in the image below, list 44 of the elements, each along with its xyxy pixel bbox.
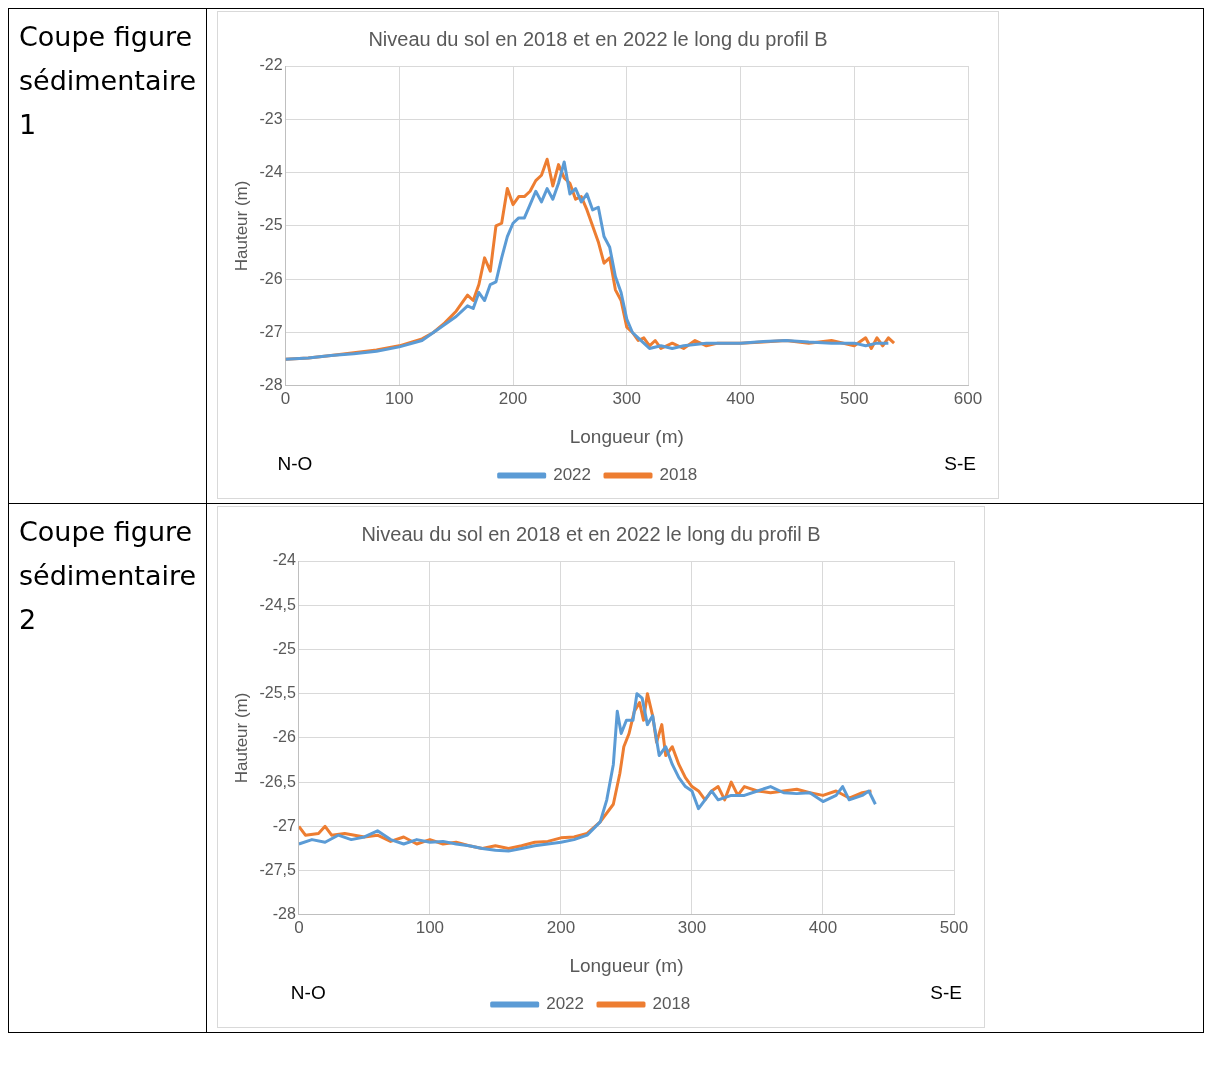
x-tick-label: 400 <box>726 388 755 408</box>
chart-title: Niveau du sol en 2018 et en 2022 le long du profil B <box>361 522 821 545</box>
text: S-E <box>930 981 962 1003</box>
text: Coupe figure sédimentaire 1 <box>8 8 207 504</box>
x-axis-title: Longueur (m) <box>569 954 684 976</box>
y-axis-title: Hauteur (m) <box>231 180 251 272</box>
x-tick-label: 100 <box>415 917 445 937</box>
x-tick-label: 200 <box>546 917 576 937</box>
y-tick-label: -27 <box>272 816 296 834</box>
x-axis-title: Longueur (m) <box>569 425 684 447</box>
text: Coupe figure sédimentaire 2 <box>8 503 207 1033</box>
legend-label: 2022 <box>546 994 585 1014</box>
x-tick-label: 100 <box>385 388 414 408</box>
x-tick-label: 200 <box>498 388 528 408</box>
y-tick-label: -25,5 <box>259 684 296 702</box>
y-tick-label: -24,5 <box>259 595 296 613</box>
y-axis-title: Hauteur (m) <box>231 692 251 784</box>
y-tick-label: -23 <box>259 109 283 127</box>
text: N-O <box>290 981 326 1003</box>
chart-title: Niveau du sol en 2018 et en 2022 le long du profil B <box>368 27 828 50</box>
y-tick-label: -25 <box>259 216 283 234</box>
y-tick-label: -24 <box>259 163 283 181</box>
y-tick-label: -28 <box>259 376 283 394</box>
y-tick-label: -27,5 <box>259 860 296 878</box>
y-tick-label: -26,5 <box>259 772 296 790</box>
legend-label: 2022 <box>553 465 592 485</box>
y-tick-label: -26 <box>259 269 283 287</box>
x-tick-label: 600 <box>953 388 983 408</box>
legend-label: 2018 <box>659 465 698 485</box>
y-tick-label: -27 <box>259 322 283 340</box>
x-tick-label: 500 <box>939 917 969 937</box>
legend-label: 2018 <box>652 994 691 1014</box>
x-tick-label: 0 <box>294 917 304 937</box>
x-tick-label: 300 <box>677 917 707 937</box>
y-tick-label: -22 <box>259 56 283 74</box>
y-tick-label: -26 <box>272 728 296 746</box>
text: S-E <box>944 452 976 474</box>
text: N-O <box>277 452 313 474</box>
y-tick-label: -28 <box>272 905 296 923</box>
x-tick-label: 400 <box>808 917 838 937</box>
y-tick-label: -25 <box>272 639 296 657</box>
y-tick-label: -24 <box>272 551 296 569</box>
x-tick-label: 500 <box>840 388 869 408</box>
x-tick-label: 300 <box>612 388 641 408</box>
